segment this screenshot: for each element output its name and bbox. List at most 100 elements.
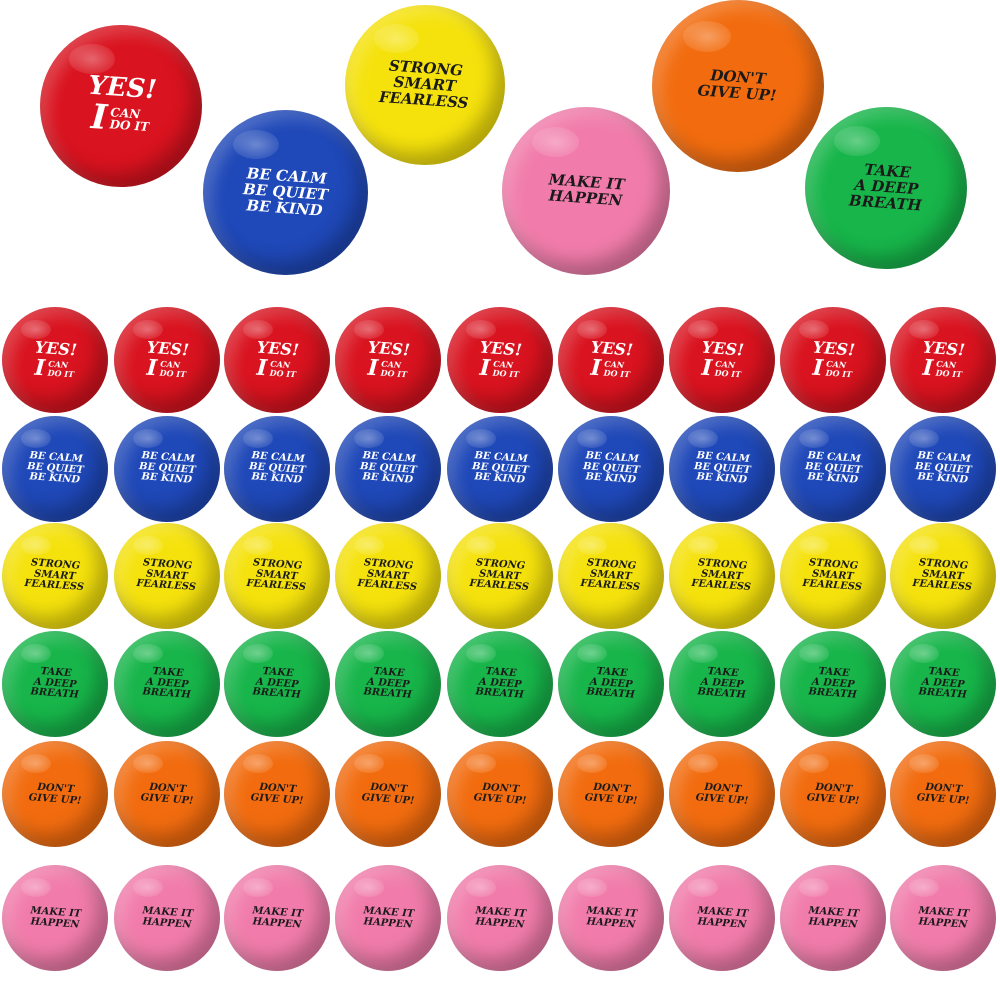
- ball-text-line: FEARLESS: [136, 578, 197, 594]
- ball-slogan: TAKE A DEEP BREATH: [363, 666, 414, 702]
- ball-slogan: YES! I CAN DO IT: [478, 337, 523, 381]
- stress-ball: STRONG SMART FEARLESS: [780, 523, 886, 629]
- ball-slogan: TAKE A DEEP BREATH: [252, 666, 303, 702]
- featured-stress-ball: DON'T GIVE UP!: [652, 0, 824, 172]
- ball-text-line: BREATH: [585, 686, 635, 701]
- stress-ball: BE CALM BE QUIET BE KIND: [335, 416, 441, 522]
- ball-slogan: BE CALM BE QUIET BE KIND: [26, 450, 85, 486]
- stress-ball: MAKE IT HAPPEN: [890, 865, 996, 971]
- ball-slogan: MAKE IT HAPPEN: [141, 905, 193, 930]
- ball-slogan: TAKE A DEEP BREATH: [142, 666, 193, 702]
- ball-text-line: HAPPEN: [141, 915, 192, 930]
- ball-text-line: FEARLESS: [802, 578, 863, 594]
- ball-text-line: GIVE UP!: [806, 791, 860, 806]
- stress-ball: BE CALM BE QUIET BE KIND: [2, 416, 108, 522]
- stress-ball: DON'T GIVE UP!: [558, 741, 664, 847]
- ball-text-line: HAPPEN: [807, 915, 858, 930]
- ball-text-line: BE KIND: [28, 471, 81, 486]
- ball-text-line: BE KIND: [140, 471, 193, 486]
- stress-ball: DON'T GIVE UP!: [335, 741, 441, 847]
- ball-text-line: HAPPEN: [585, 915, 636, 930]
- stress-ball: MAKE IT HAPPEN: [335, 865, 441, 971]
- ball-slogan: MAKE IT HAPPEN: [917, 905, 969, 930]
- stress-ball: YES! I CAN DO IT: [669, 307, 775, 413]
- ball-slogan: TAKE A DEEP BREATH: [848, 161, 924, 215]
- stress-ball: BE CALM BE QUIET BE KIND: [558, 416, 664, 522]
- ball-slogan: YES! I CAN DO IT: [700, 337, 745, 381]
- ball-slogan: YES! I CAN DO IT: [145, 337, 190, 381]
- ball-text-line: FEARLESS: [357, 578, 418, 594]
- ball-slogan: TAKE A DEEP BREATH: [696, 666, 748, 702]
- stress-ball: YES! I CAN DO IT: [890, 307, 996, 413]
- ball-slogan: DON'T GIVE UP!: [584, 781, 638, 807]
- ball-text-line: I: [478, 354, 491, 381]
- stress-ball: YES! I CAN DO IT: [558, 307, 664, 413]
- ball-text-line: HAPPEN: [251, 915, 302, 930]
- stress-ball: DON'T GIVE UP!: [780, 741, 886, 847]
- featured-stress-ball: BE CALM BE QUIET BE KIND: [203, 110, 368, 275]
- ball-text-line: DO IT: [47, 366, 75, 379]
- ball-text-line: BREATH: [29, 686, 79, 701]
- ball-text-line: I: [255, 354, 268, 381]
- ball-slogan: MAKE IT HAPPEN: [251, 905, 303, 930]
- stress-ball: TAKE A DEEP BREATH: [2, 631, 108, 737]
- ball-text-line: BREATH: [807, 686, 857, 701]
- ball-text-line: HAPPEN: [29, 915, 80, 930]
- ball-text-line: I: [145, 354, 158, 381]
- ball-slogan: DON'T GIVE UP!: [806, 781, 860, 807]
- ball-slogan: DON'T GIVE UP!: [473, 781, 527, 807]
- ball-slogan: BE CALM BE QUIET BE KIND: [138, 450, 197, 486]
- ball-slogan: YES! I CAN DO IT: [85, 71, 158, 139]
- ball-text-line: BREATH: [917, 686, 967, 701]
- stress-ball: DON'T GIVE UP!: [224, 741, 330, 847]
- stress-ball: STRONG SMART FEARLESS: [447, 523, 553, 629]
- ball-text-line: GIVE UP!: [140, 791, 194, 806]
- ball-slogan: DON'T GIVE UP!: [28, 781, 82, 807]
- ball-text-line: BREATH: [696, 686, 746, 701]
- ball-slogan: BE CALM BE QUIET BE KIND: [359, 450, 418, 486]
- stress-ball: BE CALM BE QUIET BE KIND: [669, 416, 775, 522]
- stress-ball: TAKE A DEEP BREATH: [890, 631, 996, 737]
- ball-text-line: DO IT: [603, 366, 631, 379]
- ball-text-line: HAPPEN: [548, 186, 623, 210]
- ball-slogan: MAKE IT HAPPEN: [29, 905, 81, 930]
- ball-text-line: FEARLESS: [378, 87, 470, 112]
- stress-ball: DON'T GIVE UP!: [114, 741, 220, 847]
- ball-slogan: BE CALM BE QUIET BE KIND: [693, 450, 752, 486]
- ball-text-line: I: [89, 97, 109, 139]
- ball-text-line: FEARLESS: [691, 578, 752, 594]
- ball-slogan: DON'T GIVE UP!: [250, 781, 304, 807]
- ball-slogan: TAKE A DEEP BREATH: [475, 666, 526, 702]
- ball-slogan: STRONG SMART FEARLESS: [802, 558, 864, 594]
- ball-slogan: BE CALM BE QUIET BE KIND: [471, 450, 530, 486]
- ball-text-line: DO IT: [269, 366, 297, 379]
- stress-ball: MAKE IT HAPPEN: [780, 865, 886, 971]
- ball-text-line: I: [589, 354, 602, 381]
- ball-text-line: BE KIND: [916, 471, 969, 486]
- ball-text-line: BE KIND: [473, 471, 526, 486]
- ball-text-line: GIVE UP!: [361, 791, 415, 806]
- ball-slogan: STRONG SMART FEARLESS: [912, 558, 974, 594]
- ball-slogan: YES! I CAN DO IT: [921, 337, 966, 381]
- featured-stress-ball: YES! I CAN DO IT: [40, 25, 202, 187]
- stress-ball: BE CALM BE QUIET BE KIND: [224, 416, 330, 522]
- ball-text-line: GIVE UP!: [250, 791, 304, 806]
- stress-ball: MAKE IT HAPPEN: [447, 865, 553, 971]
- ball-slogan: YES! I CAN DO IT: [589, 337, 634, 381]
- ball-slogan: YES! I CAN DO IT: [366, 337, 411, 381]
- stress-ball: TAKE A DEEP BREATH: [114, 631, 220, 737]
- featured-stress-ball: STRONG SMART FEARLESS: [345, 5, 505, 165]
- ball-text-line: I: [700, 354, 713, 381]
- ball-slogan: STRONG SMART FEARLESS: [580, 558, 642, 594]
- ball-text-line: GIVE UP!: [697, 81, 778, 105]
- ball-slogan: STRONG SMART FEARLESS: [357, 558, 419, 594]
- stress-ball: STRONG SMART FEARLESS: [890, 523, 996, 629]
- ball-slogan: STRONG SMART FEARLESS: [136, 558, 198, 594]
- ball-slogan: BE CALM BE QUIET BE KIND: [914, 450, 973, 486]
- stress-ball: STRONG SMART FEARLESS: [114, 523, 220, 629]
- ball-text-line: FEARLESS: [912, 578, 973, 594]
- stress-ball: MAKE IT HAPPEN: [669, 865, 775, 971]
- ball-slogan: DON'T GIVE UP!: [140, 781, 194, 807]
- ball-text-line: DO IT: [380, 366, 408, 379]
